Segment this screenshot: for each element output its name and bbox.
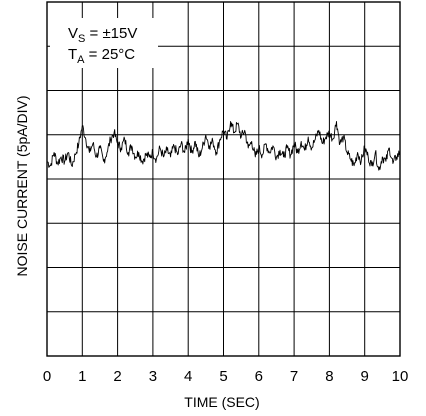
x-tick-label: 3 — [149, 368, 157, 385]
y-axis-title: NOISE CURRENT (5pA/DIV) — [14, 96, 30, 277]
x-tick-label: 7 — [290, 368, 298, 385]
x-tick-label: 0 — [43, 368, 51, 385]
x-tick-label: 1 — [78, 368, 86, 385]
x-tick-label: 9 — [361, 368, 369, 385]
temperature-annotation: TA = 25°C — [68, 46, 135, 66]
plot-frame — [46, 1, 401, 357]
supply-voltage-annotation: VS = ±15V — [68, 25, 137, 45]
grid — [47, 2, 400, 356]
x-tick-label: 10 — [392, 368, 409, 385]
x-tick-label: 8 — [325, 368, 333, 385]
x-tick-label: 2 — [113, 368, 121, 385]
x-tick-label: 6 — [255, 368, 263, 385]
x-tick-label: 4 — [184, 368, 192, 385]
noise-trace — [46, 121, 401, 171]
annotation-background — [50, 18, 158, 68]
x-tick-labels: 0 1 2 3 4 5 6 7 8 9 10 — [43, 368, 409, 385]
x-axis-title: TIME (SEC) — [184, 394, 259, 410]
x-tick-label: 5 — [219, 368, 227, 385]
